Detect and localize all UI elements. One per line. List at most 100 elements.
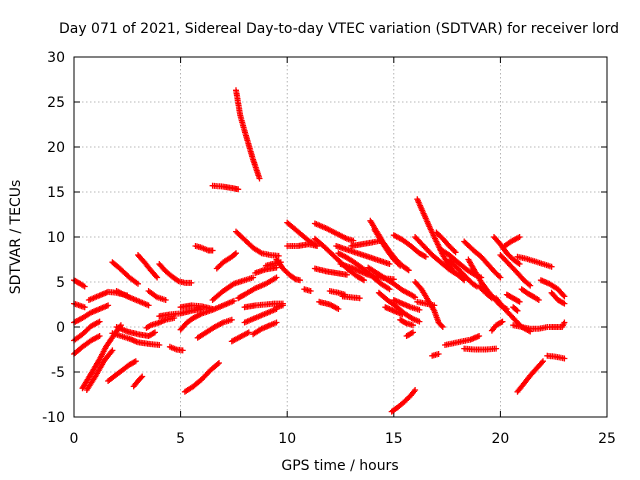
data-point <box>273 264 280 271</box>
data-point <box>527 282 534 289</box>
data-point <box>307 288 314 294</box>
x-tick-label: 25 <box>598 431 616 447</box>
data-point <box>179 347 186 354</box>
data-point <box>513 306 520 313</box>
plot-frame <box>73 56 608 418</box>
data-point <box>410 329 416 336</box>
data-point <box>256 175 263 182</box>
data-point <box>109 347 116 354</box>
data-point <box>152 329 158 336</box>
y-tick-label: -5 <box>51 365 65 381</box>
data-point <box>150 330 157 337</box>
y-tick-label: 10 <box>47 230 65 246</box>
data-point <box>526 281 532 288</box>
y-tick-label: 30 <box>47 50 65 66</box>
data-point <box>275 252 282 259</box>
data-point <box>421 253 428 260</box>
data-point <box>452 249 459 256</box>
data-point <box>230 297 237 304</box>
y-axis-ticks: -10 -5 0 5 10 15 20 25 30 <box>42 50 607 426</box>
data-point <box>171 315 178 321</box>
data-point <box>408 330 415 337</box>
chart-title: Day 071 of 2021, Sidereal Day-to-day VTE… <box>59 21 619 37</box>
x-tick-label: 20 <box>491 431 509 447</box>
data-point <box>132 358 139 365</box>
data-point <box>397 262 404 269</box>
data-point <box>209 247 216 254</box>
data-point <box>138 374 145 381</box>
y-axis-title: SDTVAR / TECUs <box>8 180 24 295</box>
data-point <box>561 355 568 362</box>
data-point <box>404 266 411 273</box>
data-point <box>487 294 494 301</box>
data-point <box>560 299 567 306</box>
data-point <box>405 267 412 274</box>
x-tick-label: 15 <box>385 431 403 447</box>
data-point <box>314 243 320 249</box>
data-point <box>535 297 542 303</box>
data-point <box>416 318 423 325</box>
data-point <box>350 237 357 244</box>
data-point <box>516 261 523 267</box>
data-point <box>235 186 242 193</box>
data-point <box>412 294 419 301</box>
data-point <box>245 329 252 336</box>
data-markers <box>71 87 568 415</box>
data-point <box>154 274 161 281</box>
x-tick-label: 5 <box>176 431 185 447</box>
data-point <box>145 302 152 309</box>
x-tick-label: 0 <box>70 431 79 447</box>
data-point <box>273 319 280 326</box>
data-point <box>497 274 504 281</box>
data-point <box>335 306 342 312</box>
data-point <box>233 250 239 257</box>
x-tick-label: 10 <box>278 431 296 447</box>
x-axis-title: GPS time / hours <box>281 458 398 474</box>
data-point <box>96 333 103 339</box>
data-point <box>516 234 523 240</box>
data-point <box>359 276 366 283</box>
data-point <box>498 319 505 326</box>
data-point <box>435 351 442 357</box>
data-point <box>216 360 222 366</box>
data-point <box>402 319 409 326</box>
data-point <box>81 304 88 311</box>
data-point <box>431 302 438 309</box>
data-point <box>514 307 521 314</box>
data-point <box>451 248 458 254</box>
data-point <box>476 333 483 339</box>
data-point <box>356 295 363 302</box>
data-point <box>561 300 568 307</box>
data-point <box>228 316 235 323</box>
data-point <box>291 275 298 282</box>
data-point <box>499 318 506 325</box>
y-tick-label: 15 <box>47 185 65 201</box>
data-point <box>250 274 257 281</box>
data-point <box>139 373 146 380</box>
y-tick-label: 0 <box>56 320 65 336</box>
data-point <box>410 322 416 329</box>
data-point <box>539 359 545 366</box>
data-point <box>386 261 393 267</box>
data-point <box>131 358 138 365</box>
data-point <box>540 358 546 365</box>
data-point <box>162 297 169 303</box>
data-point <box>496 273 503 280</box>
y-tick-label: 25 <box>47 95 65 111</box>
data-point <box>561 293 568 300</box>
x-axis-ticks: 0 5 10 15 20 25 <box>70 57 616 447</box>
data-point <box>273 274 280 281</box>
data-point <box>438 322 445 329</box>
data-point <box>561 319 568 326</box>
data-point <box>188 279 195 286</box>
data-point <box>361 277 367 284</box>
data-point <box>297 277 303 284</box>
data-point <box>81 283 88 290</box>
data-point <box>422 253 429 260</box>
data-point <box>493 345 500 352</box>
data-point <box>548 263 555 270</box>
data-point <box>105 302 112 309</box>
y-tick-label: 20 <box>47 140 65 156</box>
data-point <box>560 292 567 299</box>
